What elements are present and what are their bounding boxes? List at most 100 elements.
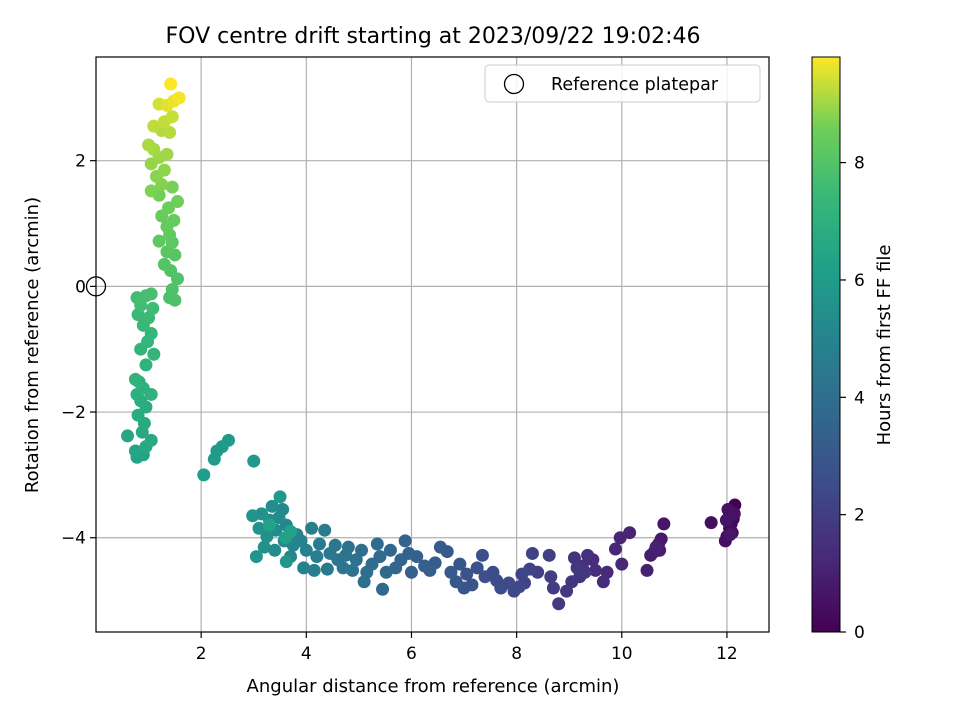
data-point [147,119,161,133]
data-point [723,528,737,542]
colorbar-tick-label: 8 [854,154,865,174]
data-point [247,454,261,468]
data-point [165,283,179,297]
colorbar-tick-label: 2 [854,506,865,526]
data-point [312,537,326,551]
data-point [357,575,371,589]
data-point [608,542,622,556]
data-point [160,147,174,161]
data-point [164,77,178,91]
data-point [640,563,654,577]
data-point [307,563,321,577]
x-tick-label: 12 [716,644,738,664]
x-tick-label: 8 [511,644,522,664]
data-point [168,293,182,307]
data-point [552,597,566,611]
data-point [323,546,337,560]
data-point [349,553,363,567]
data-point [613,531,627,545]
data-point [470,561,484,575]
data-point [144,387,158,401]
legend-label: Reference platepar [551,75,719,95]
data-point [252,521,266,535]
data-point [163,125,177,139]
data-point [404,565,418,579]
data-point [475,548,489,562]
x-tick-label: 2 [196,644,207,664]
x-axis-label: Angular distance from reference (arcmin) [247,676,620,697]
data-point [581,548,595,562]
data-point [249,550,263,564]
data-point [546,581,560,595]
data-point [370,537,384,551]
data-point [544,570,558,584]
data-point [197,468,211,482]
data-point [320,562,334,576]
chart-title: FOV centre drift starting at 2023/09/22 … [166,24,701,49]
legend-box [484,64,761,103]
data-point [121,429,135,443]
data-point [453,557,467,571]
colorbar: 0 2 4 6 8 Hours from first FF file [811,56,895,643]
data-point [460,567,474,581]
data-point [265,499,279,513]
data-point [310,550,324,564]
colorbar-ticks: 0 2 4 6 8 [840,154,865,643]
data-point [560,584,574,598]
data-point [273,490,287,504]
legend: Reference platepar [484,64,761,103]
data-point [157,163,171,177]
data-point [279,555,293,569]
data-point [284,524,298,538]
data-points [121,77,742,611]
data-point [139,358,153,372]
y-tick-label: 2 [75,152,86,172]
data-point [418,559,432,573]
data-point [167,213,181,227]
data-point [525,546,539,560]
x-axis-ticks: 2 4 6 8 10 12 [196,632,738,664]
data-point [719,513,733,527]
data-point [383,543,397,557]
data-point [165,110,179,124]
x-tick-label: 6 [406,644,417,664]
data-point [144,327,158,341]
y-tick-label: −4 [61,529,86,549]
data-point [246,509,260,523]
x-tick-label: 10 [611,644,633,664]
data-point [379,565,393,579]
data-point [263,518,277,532]
colorbar-gradient [811,56,841,633]
data-point [398,534,412,548]
data-point [567,551,581,565]
data-point [131,408,145,422]
data-point [297,561,311,575]
colorbar-label: Hours from first FF file [874,245,895,446]
data-point [649,540,663,554]
data-point [318,523,332,537]
data-point [260,529,274,543]
colorbar-tick-label: 4 [854,388,865,408]
colorbar-tick-label: 0 [854,623,865,643]
data-point [172,91,186,105]
data-point [657,517,671,531]
y-axis-ticks: −4 −2 0 2 [61,152,96,549]
y-tick-label: −2 [61,403,86,423]
data-point [542,548,556,562]
data-point [257,540,271,554]
data-point [144,287,158,301]
data-point [146,301,160,315]
data-point [157,257,171,271]
data-point [147,347,161,361]
data-point [142,138,156,152]
data-point [144,184,158,198]
x-tick-label: 4 [301,644,312,664]
y-tick-label: 0 [75,277,86,297]
data-point [433,540,447,554]
data-point [207,452,221,466]
plot-frame [95,56,770,633]
grid-lines [96,57,769,632]
colorbar-tick-label: 6 [854,271,865,291]
